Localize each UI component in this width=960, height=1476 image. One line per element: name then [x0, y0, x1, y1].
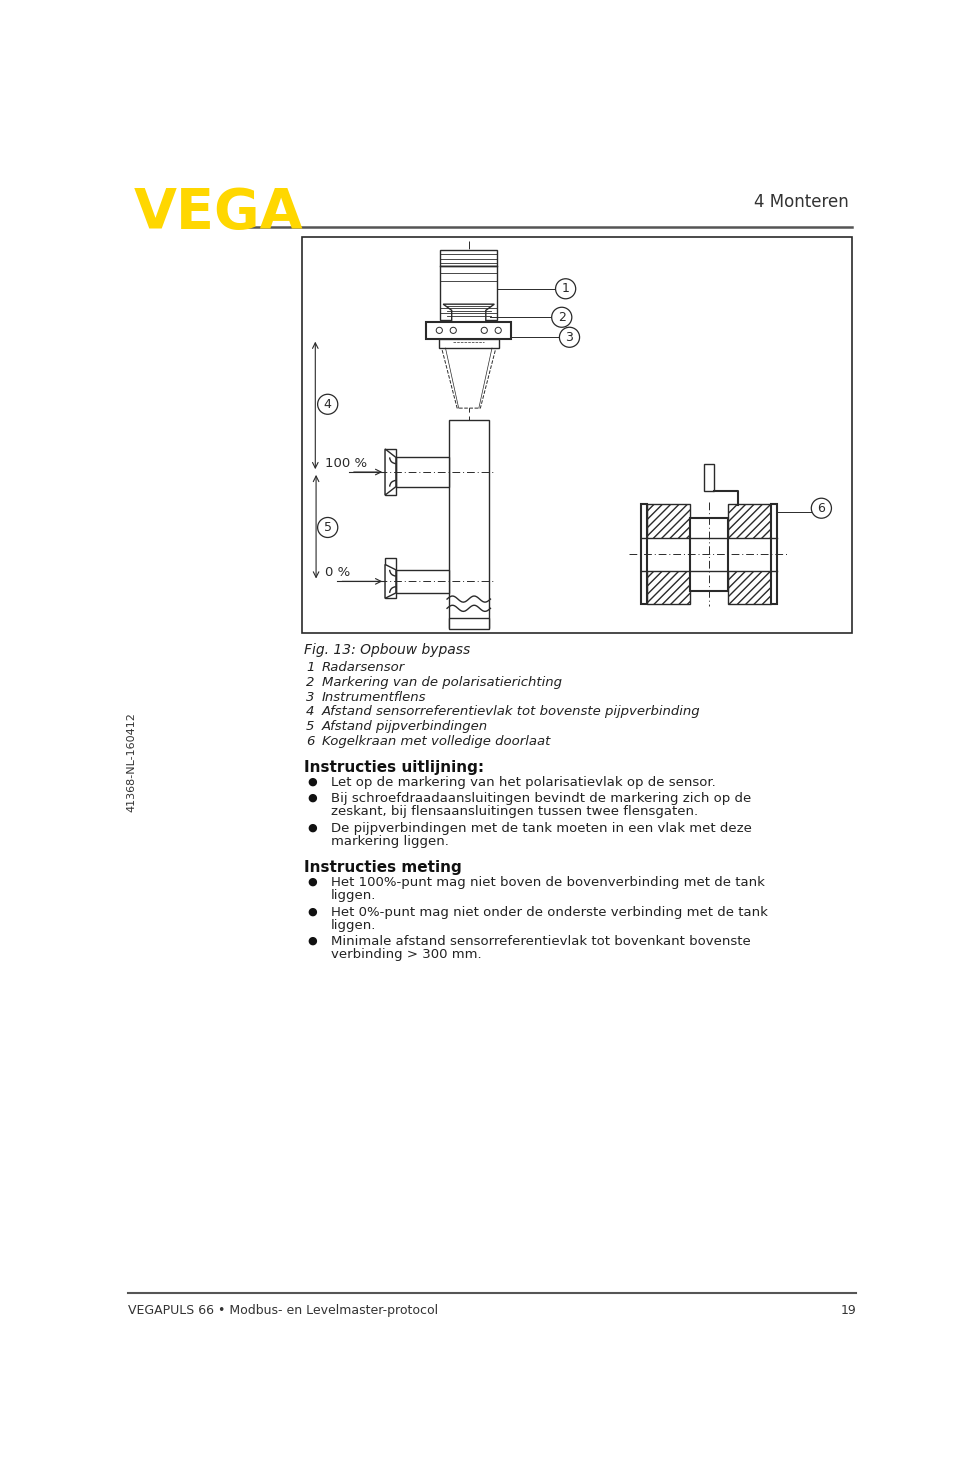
Polygon shape	[385, 564, 396, 598]
Bar	[729, 505, 771, 605]
Text: 2: 2	[558, 311, 565, 323]
Text: ●: ●	[307, 822, 318, 832]
Bar	[302, 238, 852, 633]
Text: ●: ●	[307, 776, 318, 787]
Text: 6: 6	[817, 502, 826, 515]
Text: liggen.: liggen.	[331, 890, 376, 902]
Text: 41368-NL-160412: 41368-NL-160412	[127, 713, 136, 812]
Bar	[689, 518, 729, 590]
Polygon shape	[385, 449, 396, 494]
Text: verbinding > 300 mm.: verbinding > 300 mm.	[331, 948, 481, 961]
Circle shape	[436, 328, 443, 334]
Text: markering liggen.: markering liggen.	[331, 835, 448, 847]
Circle shape	[811, 499, 831, 518]
Text: ●: ●	[307, 793, 318, 803]
Bar	[396, 458, 448, 487]
Bar	[385, 558, 396, 598]
Text: Afstand sensorreferentievlak tot bovenste pijpverbinding: Afstand sensorreferentievlak tot bovenst…	[322, 706, 700, 719]
Text: 3: 3	[565, 331, 573, 344]
Text: 1: 1	[306, 661, 314, 675]
Bar	[448, 419, 489, 627]
Text: Kogelkraan met volledige doorlaat: Kogelkraan met volledige doorlaat	[322, 735, 550, 748]
Text: zeskant, bij flensaansluitingen tussen twee flensgaten.: zeskant, bij flensaansluitingen tussen t…	[331, 806, 698, 818]
Bar	[647, 505, 689, 605]
Bar	[426, 322, 512, 339]
Text: 4: 4	[324, 397, 331, 410]
Bar	[440, 266, 497, 320]
Text: 5: 5	[324, 521, 332, 534]
Text: 3: 3	[306, 691, 314, 704]
Text: Afstand pijpverbindingen: Afstand pijpverbindingen	[322, 720, 488, 734]
Text: Markering van de polarisatierichting: Markering van de polarisatierichting	[322, 676, 562, 689]
Text: Fig. 13: Opbouw bypass: Fig. 13: Opbouw bypass	[304, 644, 470, 657]
Text: Let op de markering van het polarisatievlak op de sensor.: Let op de markering van het polarisatiev…	[331, 776, 715, 790]
Bar	[439, 339, 499, 348]
Text: 1: 1	[562, 282, 569, 295]
Text: 19: 19	[841, 1303, 856, 1317]
Circle shape	[450, 328, 456, 334]
Text: Radarsensor: Radarsensor	[322, 661, 405, 675]
Circle shape	[318, 394, 338, 415]
Circle shape	[318, 518, 338, 537]
Bar	[385, 449, 396, 494]
Text: ●: ●	[307, 906, 318, 917]
Bar	[771, 505, 778, 605]
Text: Bij schroefdraadaansluitingen bevindt de markering zich op de: Bij schroefdraadaansluitingen bevindt de…	[331, 793, 751, 806]
Circle shape	[481, 328, 488, 334]
Text: VEGA: VEGA	[134, 186, 303, 241]
Text: 4: 4	[306, 706, 314, 719]
Text: liggen.: liggen.	[331, 918, 376, 931]
Text: ●: ●	[307, 877, 318, 887]
Text: Instructies uitlijning:: Instructies uitlijning:	[304, 760, 485, 775]
Text: Instrumentflens: Instrumentflens	[322, 691, 426, 704]
Polygon shape	[442, 348, 496, 409]
Text: De pijpverbindingen met de tank moeten in een vlak met deze: De pijpverbindingen met de tank moeten i…	[331, 822, 752, 834]
Bar	[440, 251, 497, 266]
Text: 5: 5	[306, 720, 314, 734]
Text: 100 %: 100 %	[325, 456, 368, 469]
Bar	[704, 463, 714, 492]
Circle shape	[495, 328, 501, 334]
Bar	[641, 505, 647, 605]
Text: ●: ●	[307, 936, 318, 946]
Circle shape	[560, 328, 580, 347]
Text: Instructies meting: Instructies meting	[304, 861, 462, 875]
Bar	[641, 539, 778, 571]
Text: 6: 6	[306, 735, 314, 748]
Text: 2: 2	[306, 676, 314, 689]
Polygon shape	[444, 304, 494, 322]
Text: Het 100%-punt mag niet boven de bovenverbinding met de tank: Het 100%-punt mag niet boven de bovenver…	[331, 877, 765, 889]
Circle shape	[552, 307, 572, 328]
Circle shape	[556, 279, 576, 298]
Bar	[396, 570, 448, 593]
Text: Het 0%-punt mag niet onder de onderste verbinding met de tank: Het 0%-punt mag niet onder de onderste v…	[331, 906, 768, 918]
Text: 4 Monteren: 4 Monteren	[754, 192, 849, 211]
Bar	[448, 617, 489, 629]
Text: 0 %: 0 %	[325, 567, 350, 579]
Text: Minimale afstand sensorreferentievlak tot bovenkant bovenste: Minimale afstand sensorreferentievlak to…	[331, 934, 751, 948]
Text: VEGAPULS 66 • Modbus- en Levelmaster-protocol: VEGAPULS 66 • Modbus- en Levelmaster-pro…	[128, 1303, 438, 1317]
